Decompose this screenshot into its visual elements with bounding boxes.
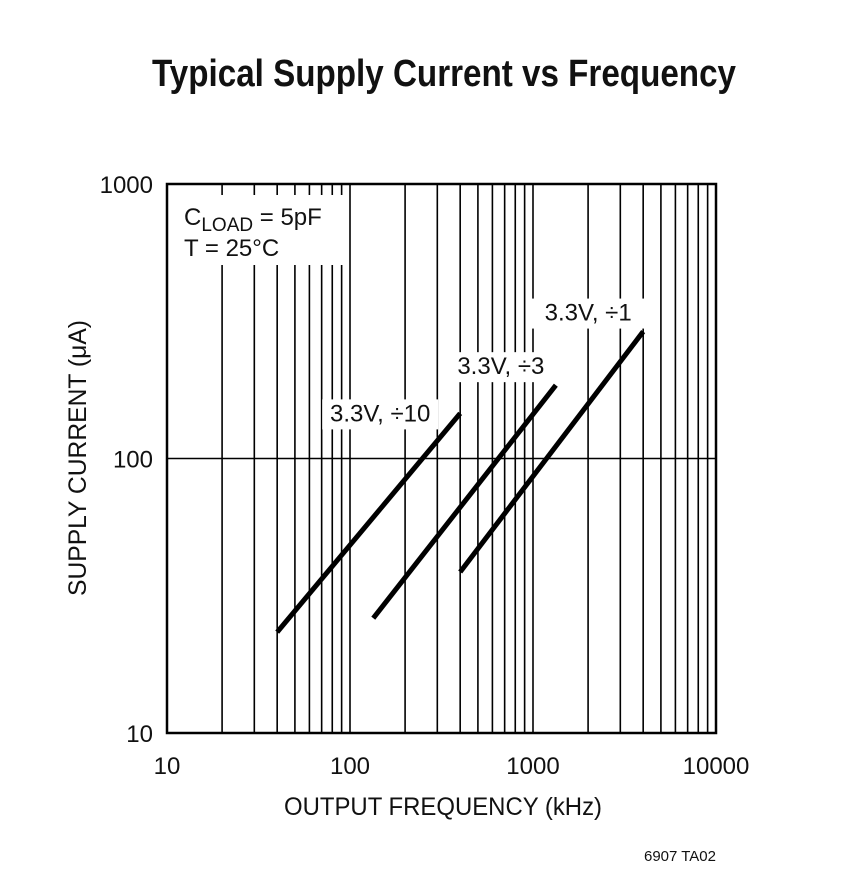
annotation-background <box>178 195 344 265</box>
y-tick-label: 10 <box>126 721 153 748</box>
y-tick-label: 1000 <box>100 172 153 199</box>
x-tick-label: 10000 <box>683 753 750 780</box>
series-label: 3.3V, ÷10 <box>330 400 430 427</box>
series-line <box>275 411 463 634</box>
annotation-part: C <box>184 204 201 231</box>
series-line <box>458 330 646 574</box>
series-label-background <box>322 399 439 430</box>
plot-frame <box>165 182 718 735</box>
y-axis-label: SUPPLY CURRENT (μA) <box>64 320 92 596</box>
series-label: 3.3V, ÷3 <box>457 353 544 380</box>
annotation: CLOAD = 5pF <box>184 204 322 236</box>
series-label-background <box>442 352 559 383</box>
annotation-part: = 5pF <box>253 204 322 231</box>
chart-title: Typical Supply Current vs Frequency <box>152 53 736 95</box>
y-tick-label: 100 <box>113 447 153 474</box>
x-tick-label: 10 <box>154 753 181 780</box>
x-axis-label: OUTPUT FREQUENCY (kHz) <box>284 793 602 821</box>
annotation-part: T = 25°C <box>184 235 279 262</box>
annotation-subscript: LOAD <box>201 215 253 236</box>
annotation: T = 25°C <box>184 235 279 262</box>
series-label-background <box>530 298 647 329</box>
x-tick-label: 1000 <box>506 753 559 780</box>
series-line <box>371 383 558 620</box>
x-tick-label: 100 <box>330 753 370 780</box>
footnote: 6907 TA02 <box>644 848 716 865</box>
series-label: 3.3V, ÷1 <box>545 300 632 327</box>
